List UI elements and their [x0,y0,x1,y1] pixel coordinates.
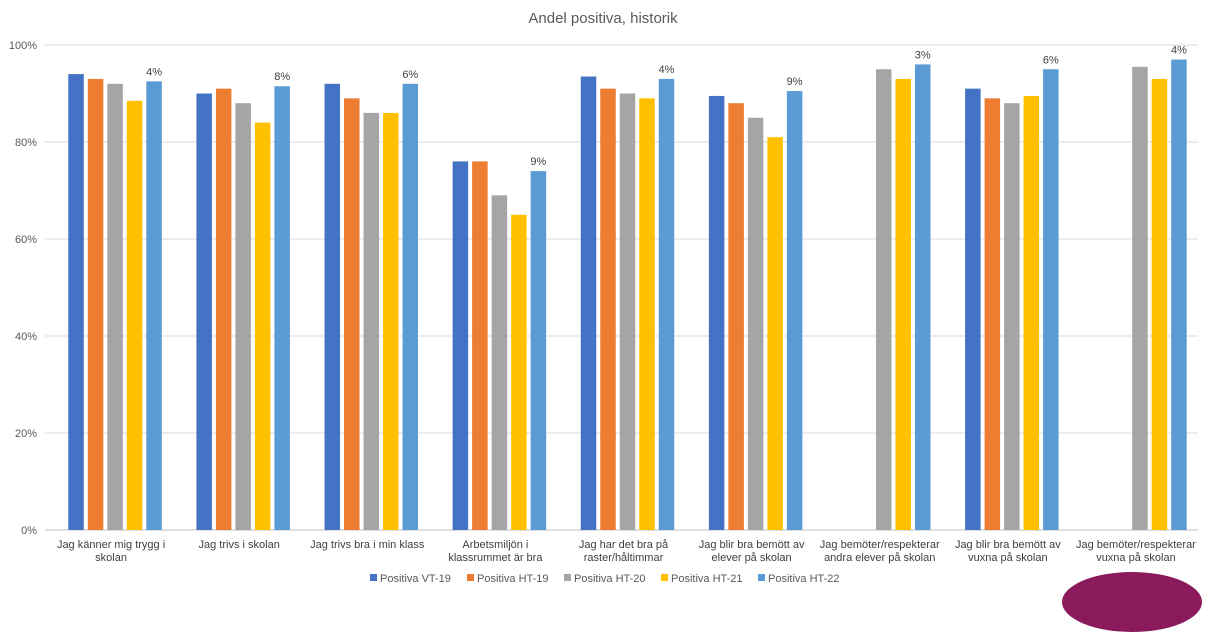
bar [452,161,469,530]
legend-swatch [467,574,474,581]
bar [126,100,143,531]
data-label: 6% [1043,54,1059,66]
chart: Andel positiva, historik 0% 20% 40% 60% 80% 1… [9,10,1198,585]
x-tick-label: Jag blir bra bemött av vuxna på skolan [955,539,1061,564]
legend: Positiva VT-19 Positiva HT-19 Positiva HT-… [370,573,840,585]
y-tick-label: 0% [21,525,37,537]
x-tick-label: Jag trivs bra i min klass [310,539,425,551]
x-tick-label: Jag känner mig trygg i skolan [57,539,165,564]
bar [107,83,123,531]
y-tick-label: 100% [9,40,37,52]
bar [235,103,251,530]
bar [274,86,290,530]
x-tick-label: Jag trivs i skolan [199,539,280,551]
bar [1023,95,1040,531]
bar [472,161,488,530]
bar [767,137,783,530]
bar [324,83,341,531]
data-label: 4% [146,66,162,78]
bar [215,88,232,531]
legend-entry: Positiva HT-22 [768,573,840,585]
data-label: 6% [402,69,418,81]
bar [895,78,911,530]
legend-entry: Positiva VT-19 [380,573,451,585]
y-tick-label: 80% [15,137,37,149]
legend-swatch [370,574,377,581]
bar [511,214,527,530]
data-labels: 4% 8% 6% 9% 4% 9% 3% 6% 4% [146,45,1187,169]
bar [146,81,162,530]
bar [1132,66,1148,530]
legend-swatch [758,574,765,581]
y-tick-label: 20% [15,428,37,440]
data-label: 9% [530,156,546,168]
x-tick-label: Arbetsmiljön i klassrummet är bra [448,539,543,564]
legend-swatch [564,574,571,581]
bar [1151,78,1168,530]
bar [254,122,271,530]
data-label: 4% [1171,45,1187,57]
data-label: 3% [915,49,931,61]
bar [363,112,380,531]
bar [984,98,1001,530]
y-axis-ticks: 0% 20% 40% 60% 80% 100% [9,40,37,537]
bar [491,195,508,530]
bar [402,83,419,531]
bar [875,69,892,530]
bar [383,112,399,531]
data-label: 4% [659,64,675,76]
x-tick-label: Jag bemöter/respekterar vuxna på skolan [1076,539,1196,564]
bar [639,98,655,530]
y-tick-label: 40% [15,331,37,343]
legend-entry: Positiva HT-20 [574,573,646,585]
bar [580,76,597,531]
bar [728,103,744,530]
x-tick-label: Jag bemöter/respekterar andra elever på s… [820,539,940,564]
bar [600,88,616,531]
bar [530,171,547,530]
x-tick-label: Jag blir bra bemött av elever på skolan [699,539,805,564]
data-label: 8% [274,71,290,83]
bar [344,98,360,530]
decorative-shape [1062,572,1202,632]
y-tick-label: 60% [15,234,37,246]
legend-swatch [661,574,668,581]
bar [87,78,104,530]
bars [68,59,1187,531]
bar [914,64,931,531]
bar [1171,59,1187,531]
bar [965,88,981,531]
bar [1004,103,1020,530]
bar [708,95,725,531]
x-axis-labels: Jag känner mig trygg i skolan Jag trivs i … [57,539,1196,564]
legend-entry: Positiva HT-21 [671,573,743,585]
legend-entry: Positiva HT-19 [477,573,549,585]
bar [786,91,803,530]
bar [747,117,764,530]
data-label: 9% [787,76,803,88]
chart-title: Andel positiva, historik [528,10,678,27]
bar [1043,69,1059,530]
bar [619,93,636,530]
bar [196,93,212,530]
x-tick-label: Jag har det bra på raster/håltimmar [579,539,669,564]
bar [68,74,84,530]
bar [658,78,675,530]
